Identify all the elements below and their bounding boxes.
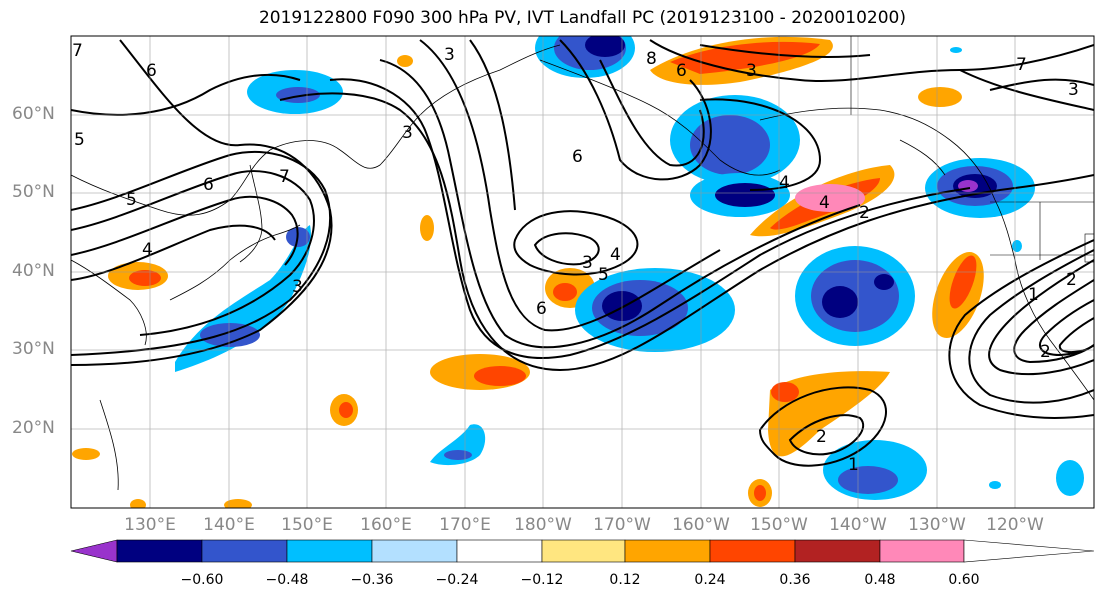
contour-label: 3 <box>402 123 413 143</box>
colorbar-segment <box>116 539 203 563</box>
colorbar-segment <box>541 539 626 563</box>
map-title: 2019122800 F090 300 hPa PV, IVT Landfall… <box>258 8 906 28</box>
contour-label: 3 <box>746 61 757 81</box>
colorbar-segment <box>286 539 373 563</box>
contour-label: 4 <box>779 173 790 193</box>
colorbar-tick-label: 0.24 <box>694 572 726 588</box>
contour-label: 6 <box>536 299 547 319</box>
colorbar-segment <box>963 539 1095 563</box>
colorbar-segment <box>371 539 458 563</box>
lon-label: 140°W <box>829 515 887 535</box>
contour-label: 6 <box>146 61 157 81</box>
lon-label: 170°E <box>439 515 491 535</box>
contour-label: 4 <box>819 193 830 213</box>
contour-label: 3 <box>1068 80 1079 100</box>
lat-label: 50°N <box>12 182 55 202</box>
contour-labels: 7 6 5 5 4 3 3 8 6 3 3 6 5 3 4 6 6 7 4 4 … <box>72 41 1079 475</box>
colorbar-tick-label: −0.36 <box>350 572 394 588</box>
lat-label: 30°N <box>12 339 55 359</box>
lon-label: 120°W <box>986 515 1044 535</box>
colorbar-segment <box>709 539 796 563</box>
lon-label: 170°W <box>593 515 651 535</box>
colorbar-tick-label: −0.12 <box>520 572 564 588</box>
pv-anomaly-fills <box>72 36 1084 508</box>
contour-label: 3 <box>582 253 593 273</box>
lon-label: 150°W <box>750 515 808 535</box>
contour-label: 4 <box>610 245 621 265</box>
contour-label: 2 <box>859 203 870 223</box>
contour-label: 5 <box>74 130 85 150</box>
contour-label: 7 <box>72 41 83 61</box>
coastlines <box>71 44 1094 491</box>
contour-label: 1 <box>1028 285 1039 305</box>
contour-label: 6 <box>203 175 214 195</box>
colorbar-segment <box>456 539 543 563</box>
colorbar-tick-label: −0.48 <box>265 572 309 588</box>
lon-label: 140°E <box>203 515 255 535</box>
contour-label: 7 <box>279 167 290 187</box>
lon-label: 160°W <box>672 515 730 535</box>
contour-label: 2 <box>816 427 827 447</box>
contour-label: 3 <box>444 45 455 65</box>
gridlines <box>71 36 1094 508</box>
colorbar-segment <box>624 539 711 563</box>
lon-label: 130°E <box>124 515 176 535</box>
colorbar <box>70 539 1095 563</box>
lat-label: 40°N <box>12 261 55 281</box>
lon-label: 150°E <box>281 515 333 535</box>
contour-label: 6 <box>676 61 687 81</box>
lon-label: 160°E <box>360 515 412 535</box>
pv-contours <box>71 39 1094 467</box>
contour-label: 2 <box>1040 342 1051 362</box>
lon-label: 180°W <box>514 515 572 535</box>
contour-label: 5 <box>126 190 137 210</box>
colorbar-tick-label: −0.24 <box>435 572 479 588</box>
contour-label: 7 <box>1016 55 1027 75</box>
lon-label: 130°W <box>908 515 966 535</box>
colorbar-tick-label: 0.36 <box>779 572 811 588</box>
colorbar-tick-label: 0.12 <box>609 572 641 588</box>
contour-label: 8 <box>646 49 657 69</box>
colorbar-segment <box>70 539 118 563</box>
colorbar-segment <box>879 539 965 563</box>
colorbar-segment <box>794 539 881 563</box>
contour-label: 3 <box>292 277 303 297</box>
colorbar-tick-label: 0.48 <box>864 572 896 588</box>
contour-label: 5 <box>598 265 609 285</box>
colorbar-tick-label: 0.60 <box>948 572 980 588</box>
contour-label: 1 <box>848 455 859 475</box>
lat-label: 20°N <box>12 418 55 438</box>
colorbar-segment <box>201 539 288 563</box>
borders <box>850 36 1094 263</box>
lat-label: 60°N <box>12 104 55 124</box>
contour-label: 6 <box>572 147 583 167</box>
contour-label: 4 <box>142 240 153 260</box>
contour-label: 2 <box>1066 270 1077 290</box>
colorbar-tick-label: −0.60 <box>180 572 224 588</box>
